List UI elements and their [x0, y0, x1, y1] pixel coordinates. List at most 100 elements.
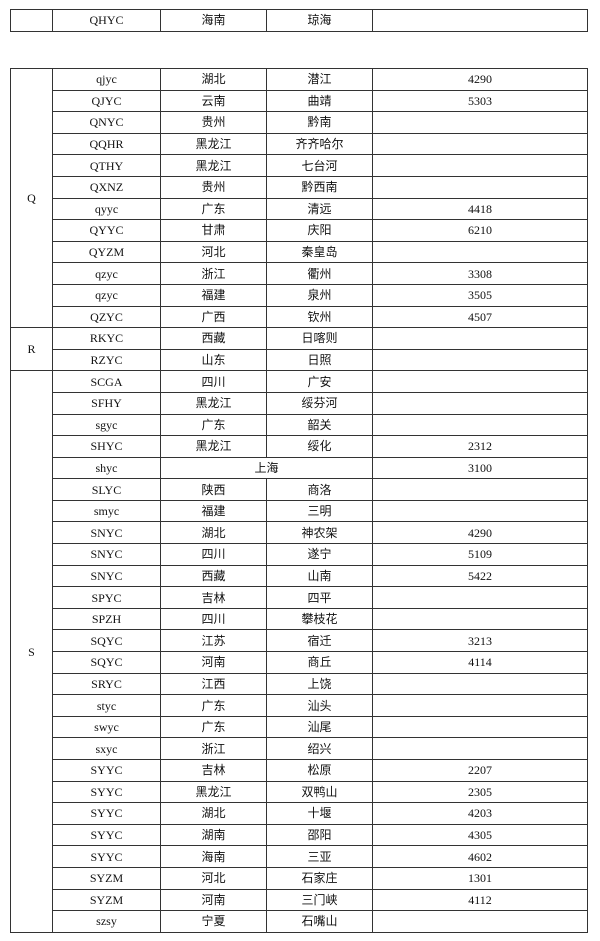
- city-cell: 广安: [266, 370, 373, 393]
- table-row: QJYC 云南 曲靖 5303: [11, 89, 588, 113]
- table-row: styc 广东 汕头: [11, 694, 588, 717]
- code-cell: qyyc: [52, 197, 161, 221]
- number-cell: [372, 737, 588, 760]
- city-cell: 商丘: [266, 651, 373, 674]
- province-cell: 陕西: [160, 478, 267, 501]
- province-cell: 湖北: [160, 802, 267, 825]
- table-row: SYZM 河南 三门峡 4112: [11, 888, 588, 912]
- table-row: shyc 上海 3100: [11, 456, 588, 480]
- province-cell: 河南: [160, 651, 267, 674]
- code-cell: SLYC: [52, 478, 161, 501]
- city-cell: 清远: [266, 197, 373, 221]
- table-row: sgyc 广东 韶关: [11, 413, 588, 437]
- city-cell: 攀枝花: [266, 607, 373, 631]
- number-cell: [372, 370, 588, 393]
- number-cell: 2305: [372, 780, 588, 804]
- city-cell: 黔南: [266, 111, 373, 134]
- city-cell: 绍兴: [266, 737, 373, 760]
- table-row: SYZM 河北 石家庄 1301: [11, 866, 588, 890]
- table-row: QZYC 广西 钦州 4507: [11, 305, 588, 329]
- code-cell: QYYC: [52, 219, 161, 242]
- number-cell: [372, 348, 588, 372]
- code-cell: SNYC: [52, 564, 161, 588]
- table-row: SYYC 湖南 邵阳 4305: [11, 823, 588, 847]
- table-row: SHYC 黑龙江 绥化 2312: [11, 435, 588, 458]
- number-cell: [372, 154, 588, 177]
- number-cell: [372, 327, 588, 350]
- city-cell: 松原: [266, 759, 373, 782]
- number-cell: 3100: [372, 456, 588, 480]
- number-cell: 4290: [372, 68, 588, 91]
- number-cell: [372, 694, 588, 717]
- province-cell: 湖南: [160, 823, 267, 847]
- table-row: QHYC 海南 琼海: [10, 9, 588, 32]
- number-cell: 3213: [372, 629, 588, 653]
- province-cell: 河北: [160, 240, 267, 264]
- province-cell: 四川: [160, 370, 267, 393]
- table-row: SNYC 湖北 神农架 4290: [11, 521, 588, 545]
- number-cell: [372, 478, 588, 501]
- number-cell: [372, 607, 588, 631]
- code-cell: QNYC: [52, 111, 161, 134]
- code-cell: SNYC: [52, 543, 161, 566]
- code-cell: SFHY: [52, 391, 161, 415]
- number-cell: 1301: [372, 866, 588, 890]
- number-cell: 3308: [372, 262, 588, 285]
- code-cell: SYYC: [52, 759, 161, 782]
- top-table: QHYC 海南 琼海: [10, 9, 588, 32]
- number-cell: 4203: [372, 802, 588, 825]
- number-cell: 4602: [372, 845, 588, 868]
- number-cell: 4112: [372, 888, 588, 912]
- table-row: qzyc 福建 泉州 3505: [11, 283, 588, 307]
- code-cell: SCGA: [52, 370, 161, 393]
- table-row: QYYC 甘肃 庆阳 6210: [11, 219, 588, 242]
- province-cell: 黑龙江: [160, 132, 267, 156]
- number-cell: [372, 910, 588, 933]
- table-row: QXNZ 贵州 黔西南: [11, 175, 588, 199]
- code-cell: smyc: [52, 499, 161, 523]
- city-cell: 齐齐哈尔: [266, 132, 373, 156]
- number-cell: [372, 9, 588, 32]
- province-cell: 河北: [160, 866, 267, 890]
- code-cell: qzyc: [52, 262, 161, 285]
- city-cell: 十堰: [266, 802, 373, 825]
- city-cell: 上饶: [266, 672, 373, 696]
- province-cell: 福建: [160, 499, 267, 523]
- group-letter-cell: Q: [10, 67, 53, 329]
- table-row: SLYC 陕西 商洛: [11, 478, 588, 501]
- number-cell: [372, 586, 588, 609]
- code-cell: SRYC: [52, 672, 161, 696]
- table-row: SRYC 江西 上饶: [11, 672, 588, 696]
- province-cell: 浙江: [160, 737, 267, 760]
- number-cell: [372, 499, 588, 523]
- code-cell: QZYC: [52, 305, 161, 329]
- code-cell: QQHR: [52, 132, 161, 156]
- code-cell: SYYC: [52, 823, 161, 847]
- table-row: SYYC 吉林 松原 2207: [11, 759, 588, 782]
- code-cell: qjyc: [52, 68, 161, 91]
- number-cell: 4305: [372, 823, 588, 847]
- province-cell: 广东: [160, 715, 267, 739]
- city-cell: 汕头: [266, 694, 373, 717]
- province-cell: 浙江: [160, 262, 267, 285]
- province-cell: 西藏: [160, 327, 267, 350]
- table-row: SFHY 黑龙江 绥芬河: [11, 391, 588, 415]
- city-cell: 山南: [266, 564, 373, 588]
- number-cell: [372, 240, 588, 264]
- number-cell: [372, 391, 588, 415]
- code-cell: sxyc: [52, 737, 161, 760]
- table-row: SYYC 湖北 十堰 4203: [11, 802, 588, 825]
- city-cell: 庆阳: [266, 219, 373, 242]
- number-cell: [372, 672, 588, 696]
- code-cell: qzyc: [52, 283, 161, 307]
- code-cell: SNYC: [52, 521, 161, 545]
- province-cell: 四川: [160, 543, 267, 566]
- city-cell: 邵阳: [266, 823, 373, 847]
- number-cell: 4114: [372, 651, 588, 674]
- code-cell: QTHY: [52, 154, 161, 177]
- city-cell: 三亚: [266, 845, 373, 868]
- table-row: SQYC 江苏 宿迁 3213: [11, 629, 588, 653]
- number-cell: 5422: [372, 564, 588, 588]
- city-cell: 钦州: [266, 305, 373, 329]
- province-cell: 四川: [160, 607, 267, 631]
